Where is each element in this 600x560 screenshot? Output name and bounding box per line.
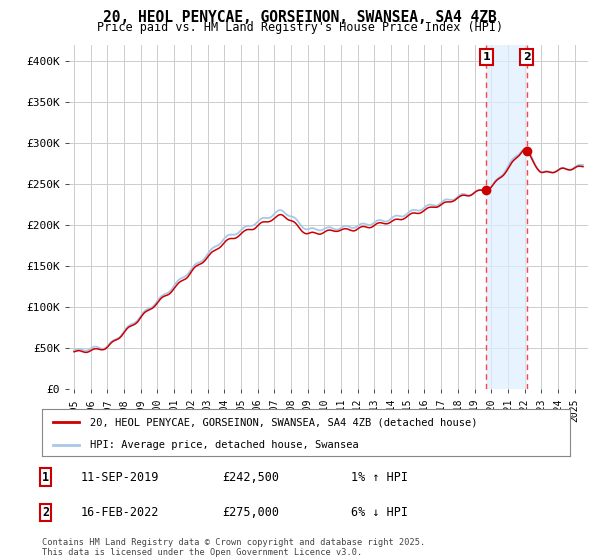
Text: 2: 2 (42, 506, 49, 519)
Text: 20, HEOL PENYCAE, GORSEINON, SWANSEA, SA4 4ZB (detached house): 20, HEOL PENYCAE, GORSEINON, SWANSEA, SA… (89, 417, 477, 427)
Text: £275,000: £275,000 (222, 506, 279, 519)
Text: 1: 1 (482, 52, 490, 62)
Text: 16-FEB-2022: 16-FEB-2022 (81, 506, 160, 519)
Text: 1: 1 (42, 470, 49, 484)
Text: Price paid vs. HM Land Registry's House Price Index (HPI): Price paid vs. HM Land Registry's House … (97, 21, 503, 34)
Text: 11-SEP-2019: 11-SEP-2019 (81, 470, 160, 484)
Text: 20, HEOL PENYCAE, GORSEINON, SWANSEA, SA4 4ZB: 20, HEOL PENYCAE, GORSEINON, SWANSEA, SA… (103, 10, 497, 25)
Text: HPI: Average price, detached house, Swansea: HPI: Average price, detached house, Swan… (89, 440, 358, 450)
Text: £242,500: £242,500 (222, 470, 279, 484)
Text: 6% ↓ HPI: 6% ↓ HPI (351, 506, 408, 519)
Text: 2: 2 (523, 52, 530, 62)
Text: 1% ↑ HPI: 1% ↑ HPI (351, 470, 408, 484)
Bar (487, 45, 527, 389)
Text: Contains HM Land Registry data © Crown copyright and database right 2025.
This d: Contains HM Land Registry data © Crown c… (42, 538, 425, 557)
